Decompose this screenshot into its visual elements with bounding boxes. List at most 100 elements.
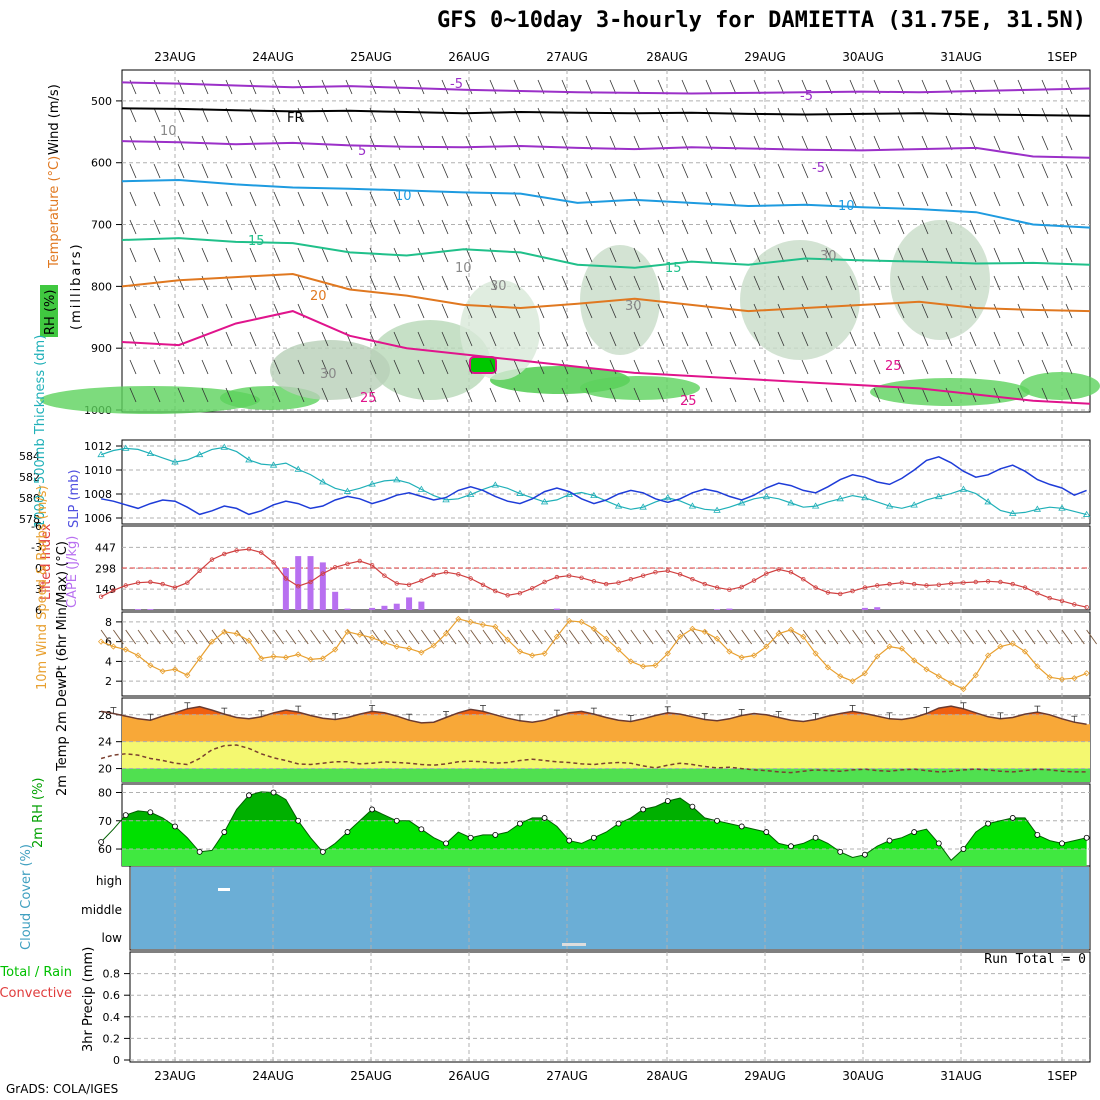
lifted-index-point bbox=[690, 577, 695, 582]
surface-wind-barb bbox=[618, 629, 629, 645]
wind-barb bbox=[657, 387, 665, 403]
wind-barb bbox=[633, 275, 641, 291]
wind-barb bbox=[249, 163, 257, 179]
wind-barb bbox=[297, 163, 305, 179]
wind-barb bbox=[369, 247, 377, 263]
wind-barb bbox=[705, 79, 713, 95]
surface-wind-barb bbox=[1012, 629, 1024, 645]
rh-point bbox=[861, 851, 868, 858]
wind-barb bbox=[369, 191, 377, 207]
surface-wind-barb bbox=[827, 629, 839, 645]
date-label-top: 26AUG bbox=[448, 50, 490, 64]
wind-barb bbox=[921, 107, 929, 123]
thickness-point bbox=[393, 476, 401, 483]
lifted-index-point bbox=[961, 580, 966, 585]
wind-speed-point bbox=[159, 668, 166, 675]
thickness-point bbox=[664, 493, 672, 501]
rh-point bbox=[738, 823, 745, 830]
contour-label: 10 bbox=[160, 124, 177, 139]
wind-barb bbox=[273, 387, 281, 403]
rh-point bbox=[763, 829, 770, 835]
wind-barb bbox=[153, 359, 161, 375]
wind-barb bbox=[897, 191, 905, 207]
wind-barb bbox=[969, 247, 977, 263]
wind-barb bbox=[657, 79, 665, 95]
isotherm-5 bbox=[121, 140, 1091, 159]
wind-barb bbox=[945, 359, 953, 375]
wind-barb bbox=[129, 275, 137, 291]
contour-label: 10 bbox=[395, 189, 412, 204]
wind-barb bbox=[969, 191, 977, 207]
precip-tick-label: 0.8 bbox=[103, 968, 121, 981]
wind-barb bbox=[129, 331, 137, 347]
date-label-bottom: 28AUG bbox=[646, 1069, 688, 1083]
date-label-bottom: 23AUG bbox=[154, 1069, 196, 1083]
wind-barb bbox=[681, 275, 689, 291]
wind-barb bbox=[537, 191, 545, 207]
surface-wind-barb bbox=[568, 629, 580, 645]
wind-speed-point bbox=[763, 643, 770, 650]
wind-barb bbox=[153, 191, 161, 207]
surface-wind-barb bbox=[839, 629, 851, 645]
rh-shading-blob bbox=[890, 220, 990, 340]
rh-axis-title: 2m RH (%) bbox=[31, 777, 46, 848]
wind-barb bbox=[585, 247, 593, 263]
surface-wind-barb bbox=[864, 629, 876, 645]
date-label-top: 1SEP bbox=[1047, 50, 1077, 64]
wind-barb bbox=[873, 191, 881, 207]
wind-barb bbox=[729, 359, 737, 375]
wind-speed-point bbox=[603, 635, 610, 642]
wind-speed-point bbox=[923, 666, 930, 673]
wind-barb bbox=[873, 219, 881, 235]
lifted-index-point bbox=[948, 581, 954, 586]
rh-point bbox=[122, 812, 129, 819]
wind-barb bbox=[369, 135, 377, 151]
wind-barb bbox=[177, 359, 185, 375]
wind-barb bbox=[489, 191, 497, 207]
rh-point bbox=[1009, 815, 1016, 821]
wind-barb bbox=[273, 247, 281, 263]
wind-barb bbox=[225, 331, 233, 347]
cape-axis-title: CAPE (J/kg) bbox=[65, 536, 80, 608]
wind-barb bbox=[273, 303, 281, 319]
surface-wind-barb bbox=[519, 629, 531, 645]
surface-wind-barb bbox=[1073, 629, 1085, 645]
temp-tick-label: 24 bbox=[98, 736, 112, 749]
lifted-index-point bbox=[530, 586, 535, 591]
wind-barb bbox=[969, 163, 977, 179]
wind-speed-point bbox=[726, 648, 733, 655]
wind-barb bbox=[729, 219, 737, 235]
wind-barb bbox=[921, 191, 929, 207]
wind-barb bbox=[417, 275, 425, 291]
wind-barb bbox=[897, 359, 905, 375]
wind-speed-point bbox=[787, 626, 795, 633]
wind-barb bbox=[129, 135, 137, 151]
wind-barb bbox=[1017, 163, 1025, 179]
lifted-index-point bbox=[259, 550, 264, 555]
wind-tick-label: 2 bbox=[105, 675, 112, 688]
wind-barb bbox=[129, 303, 137, 319]
cape-bar bbox=[714, 609, 721, 610]
precip-tick-label: 0.2 bbox=[103, 1032, 121, 1045]
wind-barb bbox=[801, 135, 809, 151]
wind-barb bbox=[609, 331, 617, 347]
wind-speed-point bbox=[270, 653, 277, 660]
wind-barb bbox=[537, 107, 545, 123]
rh-shading-blob bbox=[580, 376, 700, 400]
lifted-index-point bbox=[875, 583, 880, 588]
surface-wind-barb bbox=[655, 629, 666, 645]
wind-barb bbox=[993, 275, 1001, 291]
wind-barb bbox=[465, 275, 473, 291]
lifted-index-point bbox=[776, 567, 781, 572]
wind-speed-point bbox=[344, 628, 351, 635]
wind-barb bbox=[249, 387, 257, 403]
surface-wind-barb bbox=[113, 629, 124, 645]
lifted-index-point bbox=[677, 572, 683, 577]
wind-barb bbox=[345, 359, 353, 375]
rh-tick-label: 60 bbox=[98, 843, 112, 856]
lifted-index-point bbox=[739, 584, 744, 590]
wind-speed-point bbox=[590, 625, 597, 632]
thickness-point bbox=[861, 493, 869, 501]
wind-barb bbox=[897, 331, 905, 347]
temp-tick-label: 20 bbox=[98, 763, 112, 776]
